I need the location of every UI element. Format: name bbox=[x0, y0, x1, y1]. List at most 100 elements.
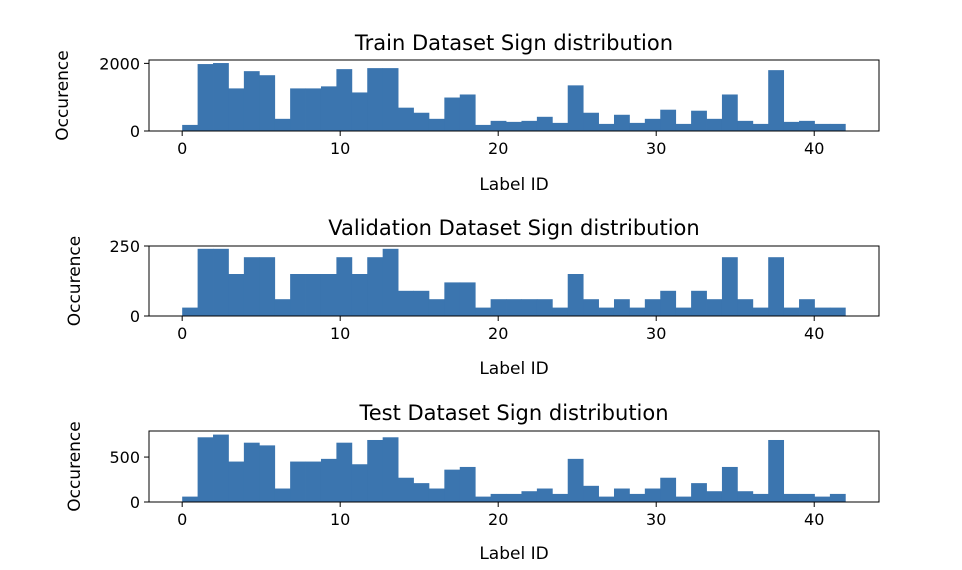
bar bbox=[274, 118, 291, 131]
x-axis-label: Label ID bbox=[479, 544, 548, 564]
bar bbox=[475, 307, 492, 316]
bar bbox=[413, 290, 430, 316]
x-tick-label: 0 bbox=[177, 324, 187, 343]
bar bbox=[351, 464, 368, 502]
bar bbox=[459, 282, 476, 316]
bar bbox=[305, 88, 322, 131]
bar bbox=[737, 120, 754, 131]
bar bbox=[675, 496, 692, 502]
bar bbox=[367, 439, 384, 502]
axes-frame bbox=[148, 430, 880, 503]
bar bbox=[428, 118, 445, 131]
bar bbox=[660, 477, 677, 502]
bar bbox=[829, 123, 846, 131]
x-tick-label: 0 bbox=[177, 139, 187, 158]
subplot-1: 0 10 20 30 40 0 2000 Train Dataset Sign distrib… bbox=[53, 31, 880, 195]
bar bbox=[197, 248, 214, 316]
bars bbox=[182, 248, 846, 316]
bar bbox=[799, 299, 815, 316]
bar bbox=[444, 282, 461, 316]
bar bbox=[320, 458, 337, 502]
bar bbox=[382, 68, 399, 131]
x-tick-label: 20 bbox=[488, 510, 508, 529]
bar bbox=[413, 483, 430, 502]
x-tick-label: 0 bbox=[177, 510, 187, 529]
bar bbox=[629, 122, 646, 131]
bar bbox=[536, 299, 553, 316]
x-tick-label: 40 bbox=[804, 324, 824, 343]
bar bbox=[490, 299, 507, 316]
x-tick-label: 20 bbox=[488, 139, 508, 158]
bar bbox=[721, 257, 738, 316]
bar bbox=[752, 493, 769, 502]
x-axis-label: Label ID bbox=[479, 175, 548, 195]
bar bbox=[490, 120, 507, 131]
bar bbox=[660, 290, 677, 316]
bar bbox=[367, 257, 384, 316]
bar bbox=[536, 116, 553, 131]
bar bbox=[829, 493, 846, 502]
bar bbox=[721, 94, 738, 131]
bar bbox=[644, 299, 661, 316]
bar bbox=[598, 496, 615, 502]
bar bbox=[829, 307, 846, 316]
bar bbox=[320, 274, 337, 316]
bar bbox=[768, 439, 785, 502]
bar bbox=[413, 112, 430, 131]
bar bbox=[691, 483, 707, 502]
bar bbox=[459, 94, 476, 131]
bar bbox=[814, 123, 831, 131]
bars bbox=[182, 434, 846, 502]
bar bbox=[213, 248, 229, 316]
bar bbox=[660, 109, 677, 131]
bar bbox=[521, 491, 538, 502]
bar bbox=[197, 437, 214, 502]
bar bbox=[783, 493, 800, 502]
bar bbox=[521, 120, 538, 131]
y-axis-label: Occurence bbox=[53, 50, 73, 141]
bar bbox=[644, 488, 661, 502]
bar bbox=[752, 123, 769, 131]
bar bbox=[552, 493, 569, 502]
y-tick-label: 500 bbox=[109, 448, 140, 467]
bar bbox=[213, 63, 229, 131]
bar bbox=[552, 307, 569, 316]
bar bbox=[259, 75, 276, 131]
bar bbox=[506, 121, 522, 131]
bar bbox=[721, 466, 738, 502]
bar bbox=[336, 442, 353, 502]
bar bbox=[459, 466, 476, 502]
bar bbox=[613, 114, 630, 131]
chart-title: Validation Dataset Sign distribution bbox=[328, 216, 699, 240]
bar bbox=[382, 248, 399, 316]
bar bbox=[475, 496, 492, 502]
bar bbox=[336, 257, 353, 316]
bar bbox=[629, 493, 646, 502]
bar bbox=[351, 92, 368, 131]
bar bbox=[290, 274, 306, 316]
bar bbox=[475, 124, 492, 131]
axes-frame bbox=[148, 245, 880, 317]
bar bbox=[182, 124, 199, 131]
bar bbox=[506, 493, 522, 502]
x-tick-label: 10 bbox=[330, 139, 350, 158]
bar bbox=[783, 121, 800, 131]
bar bbox=[228, 88, 245, 131]
x-tick-label: 40 bbox=[804, 510, 824, 529]
subplot-2: 0 10 20 30 40 0 250 Validation Dataset Sign dis… bbox=[65, 216, 880, 379]
bar bbox=[706, 299, 723, 316]
x-tick-label: 10 bbox=[330, 510, 350, 529]
bar bbox=[552, 122, 569, 131]
bar bbox=[613, 299, 630, 316]
bar bbox=[197, 64, 214, 131]
bar bbox=[305, 274, 322, 316]
bar bbox=[398, 107, 414, 131]
bar bbox=[583, 299, 599, 316]
x-tick-label: 10 bbox=[330, 324, 350, 343]
bar bbox=[768, 257, 785, 316]
bar bbox=[305, 461, 322, 502]
bar bbox=[228, 461, 245, 502]
bar bbox=[243, 257, 260, 316]
chart-title: Train Dataset Sign distribution bbox=[354, 31, 673, 55]
bar bbox=[290, 88, 306, 131]
